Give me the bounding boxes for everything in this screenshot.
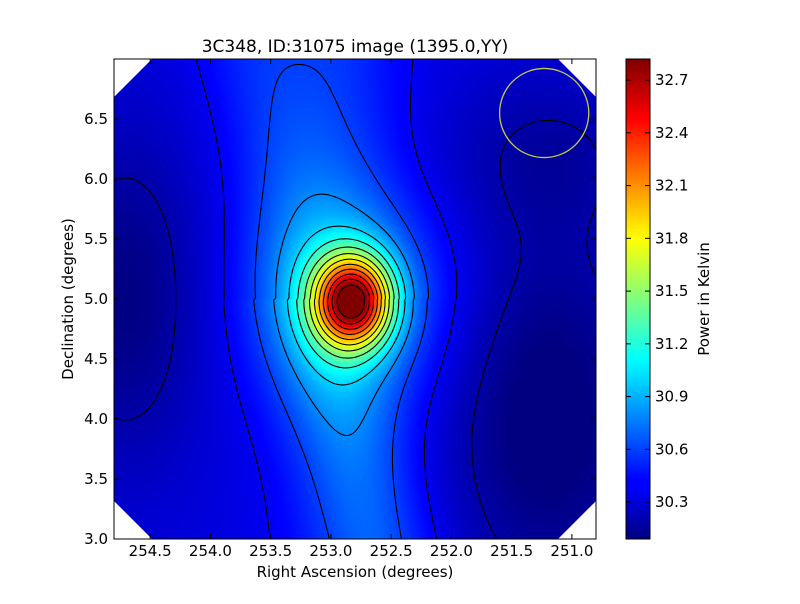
contour-line [331, 278, 371, 325]
chart-title: 3C348, ID:31075 image (1395.0,YY) [202, 37, 509, 57]
y-tick-label: 6.0 [84, 170, 108, 188]
x-tick-label: 251.0 [550, 542, 593, 560]
colorbar-tick-label: 31.5 [655, 282, 688, 300]
contour-line [195, 59, 458, 539]
x-tick-label: 251.5 [490, 542, 533, 560]
colorbar-tick-label: 32.7 [655, 71, 688, 89]
field-boundary [558, 501, 596, 539]
x-tick-label: 252.5 [370, 542, 413, 560]
y-tick-label: 5.5 [84, 230, 108, 248]
colorbar [625, 58, 651, 540]
contour-line [114, 119, 596, 539]
contour-line [296, 238, 400, 369]
colorbar-ticks: 30.3 30.6 30.9 31.2 31.5 31.8 32.1 32.4 32.7 [626, 71, 688, 511]
y-tick-label: 4.0 [84, 410, 108, 428]
x-axis-ticks: 254.5 254.0 253.5 253.0 252.5 252.0 251.5 251.0 [129, 59, 593, 560]
colorbar-tick-label: 30.3 [655, 493, 688, 511]
x-axis-label: Right Ascension (degrees) [257, 563, 454, 581]
contour-line [336, 284, 366, 319]
plot-area [114, 59, 596, 539]
x-tick-label: 253.0 [309, 542, 352, 560]
x-tick-label: 252.0 [430, 542, 473, 560]
contour-line [327, 273, 375, 330]
field-boundary [114, 501, 152, 539]
x-tick-label: 254.0 [189, 542, 232, 560]
contour-line [308, 253, 391, 352]
field-boundary [114, 59, 152, 97]
x-tick-label: 253.5 [249, 542, 292, 560]
y-tick-label: 5.0 [84, 290, 108, 308]
colorbar-tick-label: 31.2 [655, 335, 688, 353]
y-axis-ticks: 3.0 3.5 4.0 4.5 5.0 5.5 6.0 6.5 [84, 110, 596, 548]
colorbar-tick-label: 30.9 [655, 388, 688, 406]
contour-line [318, 263, 383, 341]
y-tick-label: 3.0 [84, 530, 108, 548]
y-axis-label: Declination (degrees) [59, 218, 77, 380]
beam-circle [498, 67, 590, 159]
y-tick-label: 3.5 [84, 470, 108, 488]
contour-line [303, 246, 395, 359]
colorbar-tick-label: 31.8 [655, 229, 688, 247]
field-boundary [558, 59, 596, 97]
colorbar-label: Power in Kelvin [695, 242, 713, 356]
contour-layer [114, 59, 596, 539]
contour-line [286, 225, 407, 386]
y-tick-label: 4.5 [84, 350, 108, 368]
colorbar-tick-label: 30.6 [655, 440, 688, 458]
y-tick-label: 6.5 [84, 110, 108, 128]
colorbar-tick-label: 32.1 [655, 177, 688, 195]
colorbar-tick-label: 32.4 [655, 124, 688, 142]
contour-line [273, 193, 415, 437]
contour-line [253, 63, 430, 539]
contour-line [313, 258, 387, 346]
x-tick-label: 254.5 [129, 542, 172, 560]
contour-line [322, 268, 379, 335]
heatmap-image [114, 59, 596, 539]
